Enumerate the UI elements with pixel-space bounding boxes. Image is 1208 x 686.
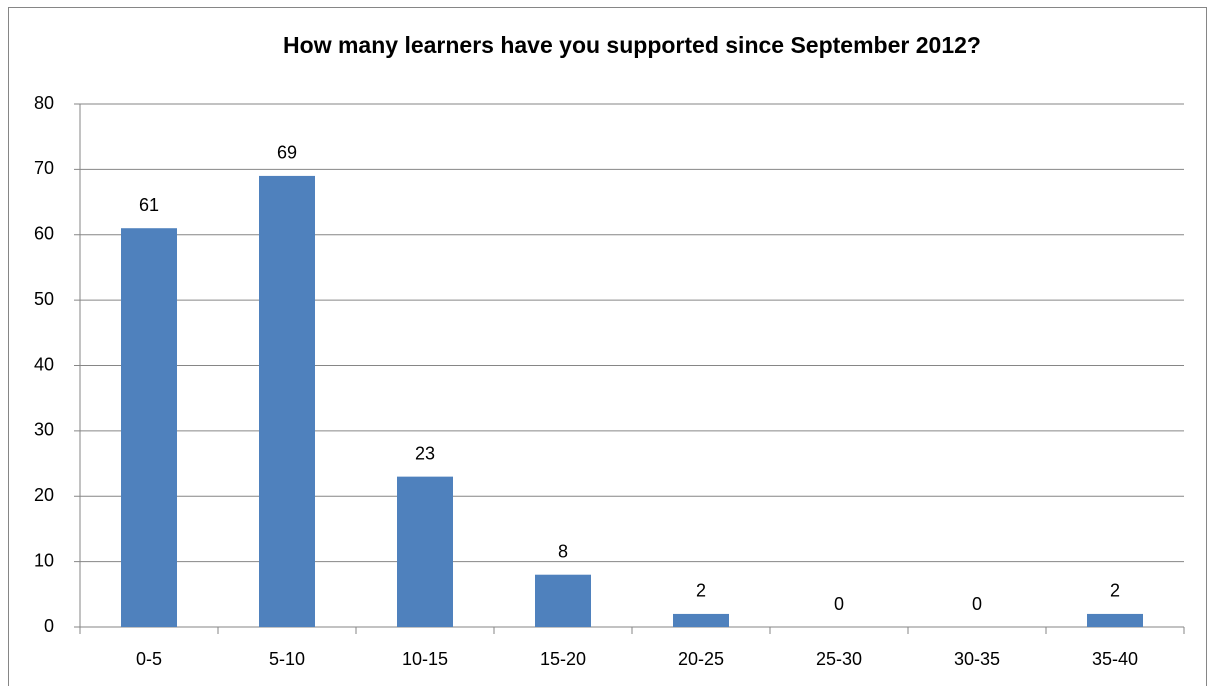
y-tick-label: 40 [34, 354, 54, 374]
y-tick-label: 30 [34, 420, 54, 440]
y-tick-label: 20 [34, 485, 54, 505]
y-tick-label: 70 [34, 158, 54, 178]
x-tick-label: 15-20 [540, 649, 586, 669]
x-tick-label: 0-5 [136, 649, 162, 669]
y-tick-label: 80 [34, 93, 54, 113]
data-label: 0 [972, 594, 982, 614]
bar [1087, 613, 1143, 627]
x-tick-label: 20-25 [678, 649, 724, 669]
data-label: 0 [834, 594, 844, 614]
bar [259, 175, 315, 627]
x-tick-label: 30-35 [954, 649, 1000, 669]
y-tick-label: 0 [44, 616, 54, 636]
y-tick-label: 10 [34, 550, 54, 570]
bar [397, 476, 453, 627]
data-label: 23 [415, 443, 435, 463]
y-tick-label: 60 [34, 224, 54, 244]
bar [535, 574, 591, 627]
bar [673, 613, 729, 627]
data-label: 61 [139, 195, 159, 215]
data-label: 69 [277, 143, 297, 163]
x-tick-label: 25-30 [816, 649, 862, 669]
x-tick-label: 5-10 [269, 649, 305, 669]
chart-border [8, 7, 1207, 686]
chart-title: How many learners have you supported sin… [283, 32, 981, 58]
y-tick-label: 50 [34, 289, 54, 309]
x-tick-label: 35-40 [1092, 649, 1138, 669]
data-label: 2 [1110, 581, 1120, 601]
bar [121, 228, 177, 627]
data-label: 8 [558, 541, 568, 561]
x-tick-label: 10-15 [402, 649, 448, 669]
data-label: 2 [696, 581, 706, 601]
